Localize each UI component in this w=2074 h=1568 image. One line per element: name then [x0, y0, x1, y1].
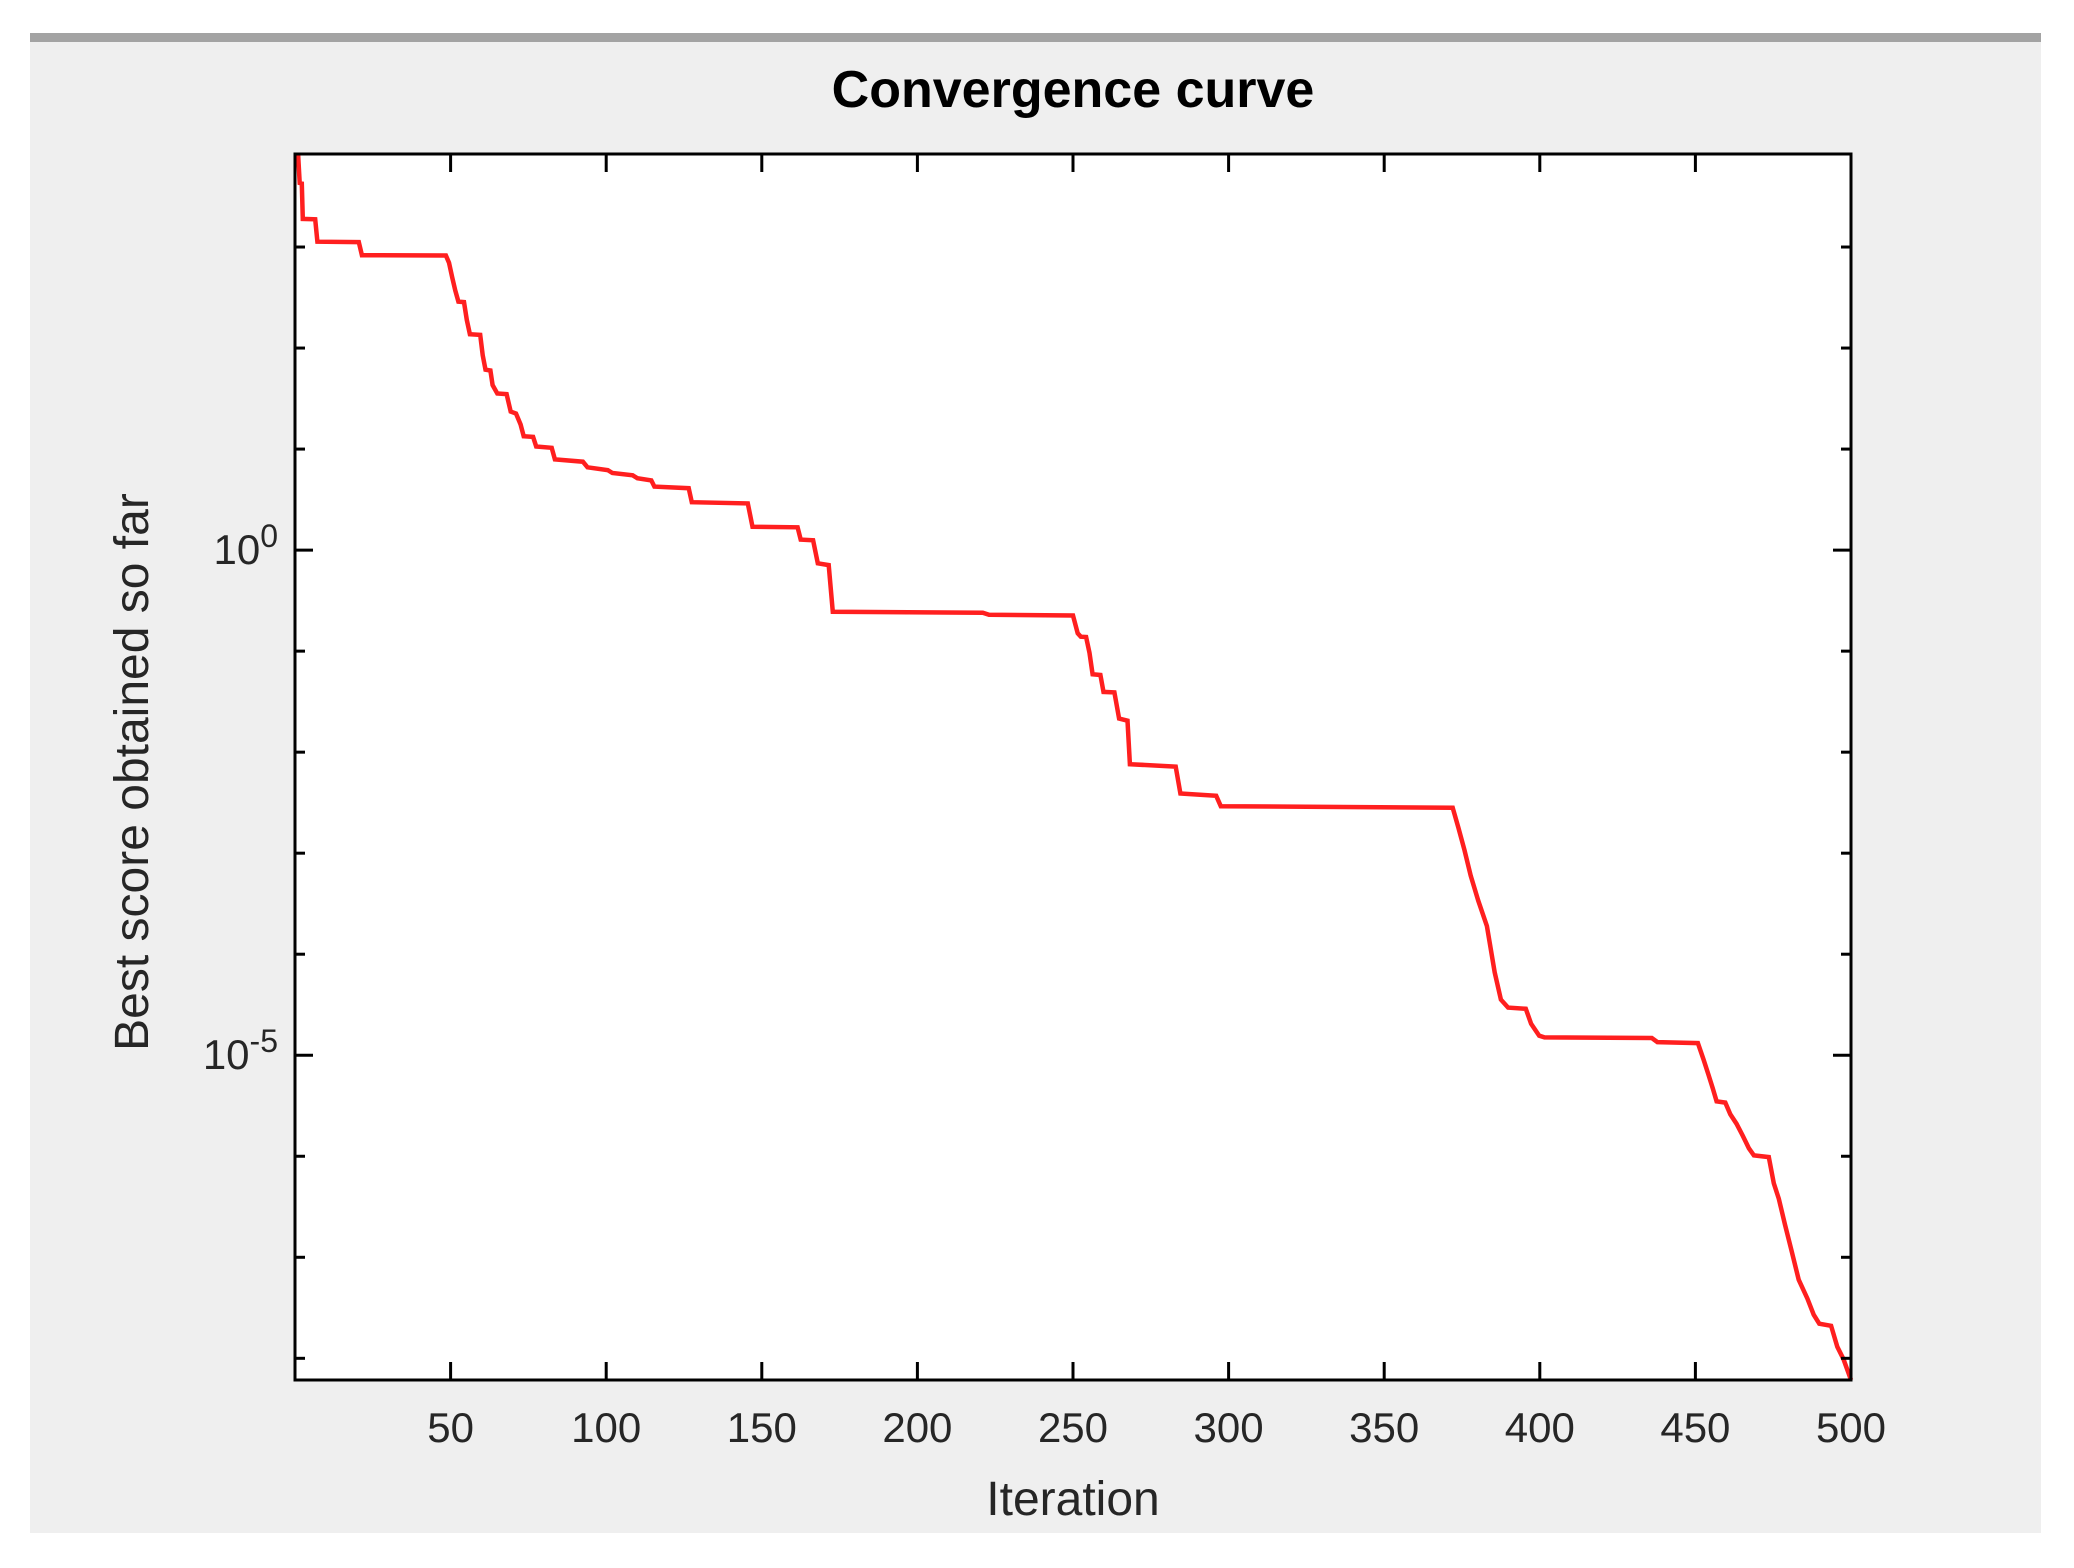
y-tick-label: 10 -5: [202, 1023, 278, 1079]
convergence-curve: [295, 154, 1854, 1381]
x-tick-label: 200: [882, 1404, 953, 1451]
x-tick-label: 100: [571, 1404, 642, 1451]
x-tick-label: 450: [1660, 1404, 1731, 1451]
x-tick-label: 50: [427, 1404, 474, 1451]
x-tick-label: 350: [1349, 1404, 1420, 1451]
x-tick-label: 500: [1815, 1404, 1887, 1451]
x-tick-label: 250: [1037, 1404, 1109, 1451]
chart-title: Convergence curve: [831, 61, 1315, 119]
y-tick-label: 10 0: [213, 518, 278, 574]
figure-top-strip: [30, 33, 2041, 42]
x-tick-label: 150: [726, 1404, 797, 1451]
x-tick-label: 400: [1504, 1404, 1575, 1451]
x-tick-label: 300: [1193, 1404, 1264, 1451]
plot-area: [295, 154, 1851, 1380]
x-axis-label: Iteration: [986, 1473, 1160, 1526]
